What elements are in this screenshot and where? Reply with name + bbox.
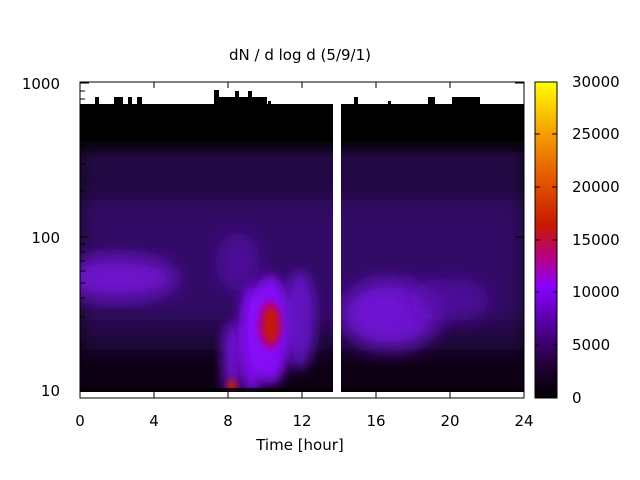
colorbar-tick-label: 20000 [572, 178, 620, 196]
colorbar-tick-label: 10000 [572, 283, 620, 301]
streak-left [222, 320, 242, 398]
y-tick-label: 1000 [22, 75, 60, 93]
streak-right [284, 270, 316, 370]
data-gap [333, 82, 341, 392]
x-tick-label: 8 [223, 412, 233, 430]
morning-rise [216, 232, 260, 292]
bottom-floor [80, 388, 524, 392]
x-tick-label: 20 [440, 412, 459, 430]
heatmap-area [80, 82, 524, 398]
y-axis [80, 82, 524, 391]
x-tick-label: 16 [366, 412, 385, 430]
coarse-band [80, 256, 178, 300]
colorbar-ticks [535, 133, 557, 346]
colorbar-tick-label: 30000 [572, 73, 620, 91]
x-tick-label: 0 [75, 412, 85, 430]
x-tick-label: 24 [514, 412, 533, 430]
x-axis [79, 82, 525, 398]
top-cap-fade [80, 138, 524, 152]
y-tick-label: 100 [31, 229, 60, 247]
colorbar-tick-label: 25000 [572, 125, 620, 143]
data-gap-top [341, 82, 347, 100]
event-core [264, 308, 278, 342]
colorbar-tick-label: 5000 [572, 336, 610, 354]
chart-title: dN / d log d (5/9/1) [229, 46, 371, 64]
x-tick-label: 12 [292, 412, 311, 430]
x-tick-label: 4 [149, 412, 159, 430]
colorbar-tick-label: 0 [572, 389, 582, 407]
colorbar-tick-label: 15000 [572, 231, 620, 249]
y-tick-label: 10 [41, 382, 60, 400]
top-cap [80, 104, 524, 142]
x-axis-label: Time [hour] [255, 436, 344, 454]
post-gap-band-right [410, 278, 490, 322]
top-steps [95, 90, 480, 105]
